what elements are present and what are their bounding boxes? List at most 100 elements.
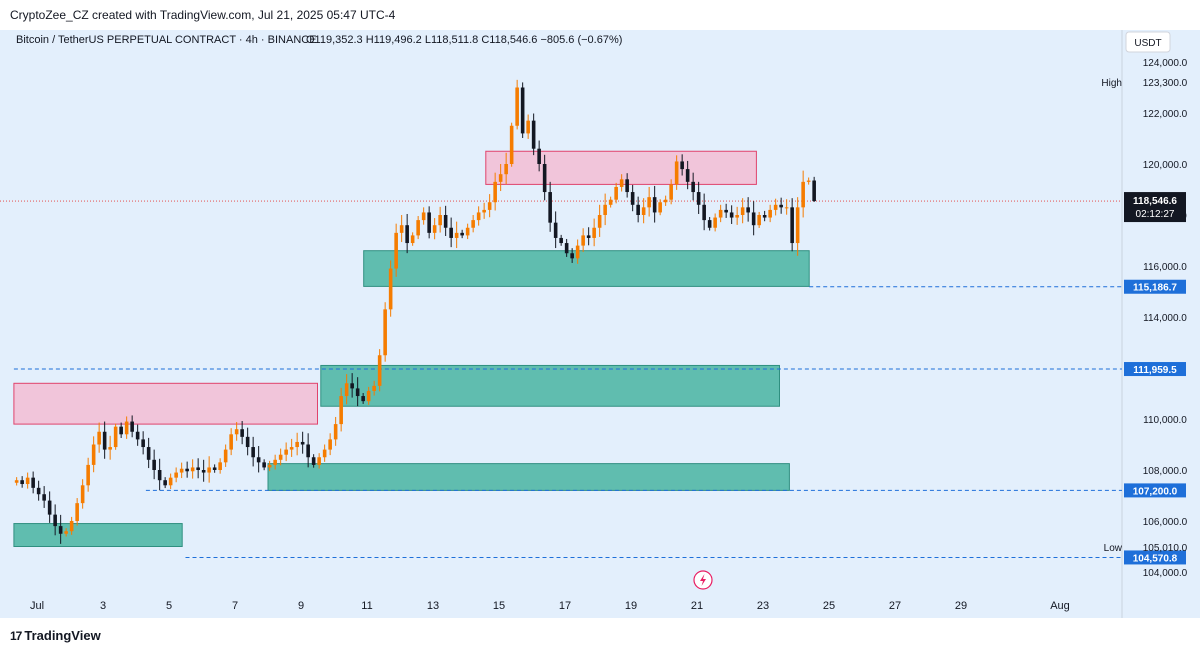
price-level-tag-box xyxy=(1124,483,1186,498)
candle-up xyxy=(498,164,503,192)
candle-body xyxy=(273,459,277,465)
time-axis[interactable]: Jul 3 5 7 9 11 13 15 17 19 21 23 25 27 29 Aug xyxy=(30,600,1070,612)
candle-down xyxy=(570,248,574,263)
candle-down xyxy=(350,373,354,398)
candle-body xyxy=(476,212,481,221)
candle-body xyxy=(152,459,156,470)
candle-up xyxy=(669,179,673,205)
candle-down xyxy=(146,437,151,469)
demand-zone[interactable] xyxy=(363,250,810,287)
price-level-tag[interactable]: 115,186.7 xyxy=(1124,279,1186,294)
candle-down xyxy=(537,140,541,172)
price-tick-label: 116,000.0 xyxy=(1143,262,1187,273)
ohlc-readout: O119,352.3 H119,496.2 L118,511.8 C118,54… xyxy=(306,34,622,46)
candle-up xyxy=(608,196,613,208)
candle-down xyxy=(152,449,156,480)
currency-button[interactable]: USDT xyxy=(1125,31,1171,53)
candle-body xyxy=(427,212,431,233)
candle-body xyxy=(504,164,508,175)
candle-body xyxy=(779,204,783,208)
candle-body xyxy=(322,449,327,458)
demand-zone[interactable] xyxy=(320,364,780,407)
candle-body xyxy=(674,161,679,185)
candle-body xyxy=(575,245,580,259)
candle-body xyxy=(361,396,365,402)
footer-bar: 17 TradingView xyxy=(0,618,1200,651)
candle-body xyxy=(179,468,184,473)
candle-body xyxy=(339,396,343,425)
candle-body xyxy=(735,215,739,218)
price-levels-layer xyxy=(0,200,1122,558)
bar-countdown: 02:12:27 xyxy=(1136,209,1175,220)
candle-body xyxy=(130,421,134,432)
candle-down xyxy=(542,154,547,201)
candle-up xyxy=(284,442,288,462)
candle-up xyxy=(575,239,580,264)
time-tick-label: 21 xyxy=(691,600,703,612)
candle-body xyxy=(69,521,74,532)
candle-body xyxy=(64,531,68,534)
candle-body xyxy=(295,441,299,448)
candle-body xyxy=(487,202,492,210)
candle-down xyxy=(135,424,140,446)
candle-body xyxy=(729,212,734,218)
price-level-tag[interactable]: 104,570.8 xyxy=(1124,550,1186,565)
bolt-icon[interactable] xyxy=(693,570,713,590)
demand-zone[interactable] xyxy=(13,523,183,547)
candle-body xyxy=(212,467,217,470)
candle-body xyxy=(234,429,239,435)
candle-body xyxy=(614,186,618,200)
time-tick-label: 25 xyxy=(823,600,835,612)
candle-body xyxy=(405,225,409,244)
candle-body xyxy=(377,355,382,386)
credit-text: CryptoZee_CZ created with TradingView.co… xyxy=(10,8,396,22)
candle-body xyxy=(383,309,387,356)
candle-up xyxy=(713,213,717,232)
candle-body xyxy=(482,209,486,213)
candle-down xyxy=(405,213,409,254)
candle-body xyxy=(300,441,305,445)
candle-up xyxy=(322,444,327,462)
candle-down xyxy=(685,160,690,190)
candle-down xyxy=(460,229,464,239)
price-level-tag-text: 115,186.7 xyxy=(1133,283,1177,294)
candle-body xyxy=(537,148,541,164)
candle-up xyxy=(421,207,426,225)
candle-body xyxy=(707,220,712,228)
supply-zone[interactable] xyxy=(485,150,757,185)
candle-up xyxy=(344,374,349,405)
demand-zone[interactable] xyxy=(267,463,790,491)
candle-up xyxy=(581,228,585,253)
candle-up xyxy=(366,386,371,405)
candle-up xyxy=(663,195,668,206)
price-chart[interactable]: 124,000.0122,000.0120,000.0118,000.0116,… xyxy=(0,30,1200,618)
candle-up xyxy=(267,460,272,472)
candle-down xyxy=(185,461,189,478)
candle-up xyxy=(658,199,662,216)
candle-down xyxy=(119,422,123,438)
candle-up xyxy=(80,479,85,509)
candle-down xyxy=(262,459,266,471)
candle-up xyxy=(218,458,222,474)
candle-up xyxy=(97,422,101,453)
candle-body xyxy=(669,184,673,200)
time-tick-label: 29 xyxy=(955,600,967,612)
price-level-tag[interactable]: 111,959.5 xyxy=(1124,362,1186,377)
candle-body xyxy=(630,192,635,205)
candle-body xyxy=(658,202,662,213)
candle-up xyxy=(75,498,79,526)
candle-up xyxy=(190,459,195,479)
price-level-tag[interactable]: 107,200.0 xyxy=(1124,483,1186,498)
candle-body xyxy=(113,426,118,448)
time-tick-label: 5 xyxy=(166,600,172,612)
candle-up xyxy=(168,473,173,489)
candle-body xyxy=(812,180,816,202)
candle-up xyxy=(641,198,646,224)
supply-zone[interactable] xyxy=(13,382,319,425)
candle-body xyxy=(603,204,607,215)
candle-body xyxy=(240,429,244,437)
price-tick-label: 124,000.0 xyxy=(1143,58,1188,69)
candle-body xyxy=(190,467,195,472)
tradingview-logo[interactable]: 17 TradingView xyxy=(10,628,101,643)
price-tick-label: 122,000.0 xyxy=(1143,109,1188,120)
